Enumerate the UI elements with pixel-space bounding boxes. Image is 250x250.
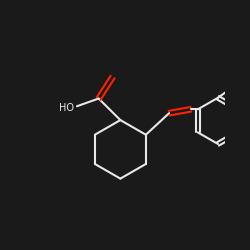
Text: HO: HO (59, 103, 74, 113)
